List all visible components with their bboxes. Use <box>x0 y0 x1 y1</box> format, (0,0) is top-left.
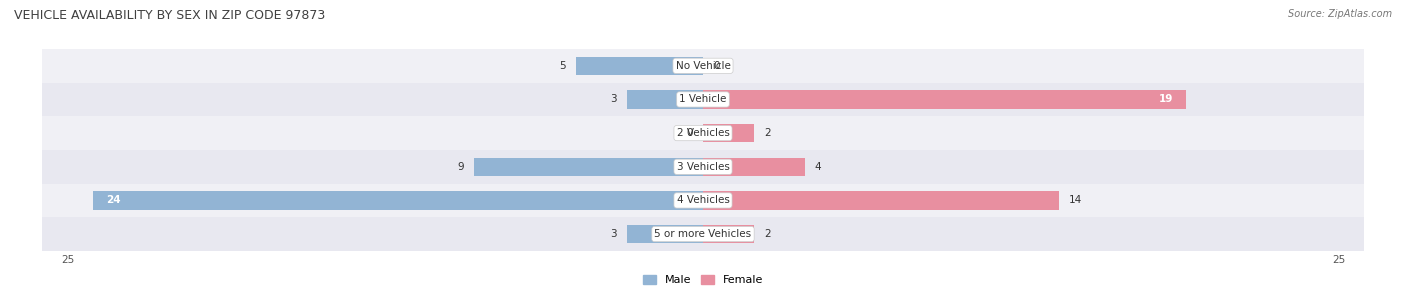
Legend: Male, Female: Male, Female <box>638 271 768 290</box>
Text: Source: ZipAtlas.com: Source: ZipAtlas.com <box>1288 9 1392 19</box>
Text: 2: 2 <box>763 229 770 239</box>
Text: 0: 0 <box>686 128 693 138</box>
Text: No Vehicle: No Vehicle <box>675 61 731 71</box>
Text: 2: 2 <box>763 128 770 138</box>
Bar <box>0 83 1406 116</box>
Text: 3 Vehicles: 3 Vehicles <box>676 162 730 172</box>
Text: 5: 5 <box>560 61 565 71</box>
Text: 4 Vehicles: 4 Vehicles <box>676 196 730 205</box>
Text: 4: 4 <box>815 162 821 172</box>
Text: 19: 19 <box>1159 95 1173 104</box>
Text: 24: 24 <box>105 196 121 205</box>
Text: VEHICLE AVAILABILITY BY SEX IN ZIP CODE 97873: VEHICLE AVAILABILITY BY SEX IN ZIP CODE … <box>14 9 325 22</box>
Bar <box>0 184 1406 217</box>
Bar <box>0 49 1406 83</box>
Text: 9: 9 <box>457 162 464 172</box>
Text: 2 Vehicles: 2 Vehicles <box>676 128 730 138</box>
Bar <box>703 90 1185 109</box>
Text: 14: 14 <box>1069 196 1083 205</box>
Bar <box>703 225 754 243</box>
Text: 3: 3 <box>610 229 617 239</box>
Text: 5 or more Vehicles: 5 or more Vehicles <box>654 229 752 239</box>
Bar <box>0 217 1406 251</box>
Bar <box>0 150 1406 184</box>
Bar <box>93 191 703 210</box>
Text: 0: 0 <box>713 61 720 71</box>
Bar <box>474 158 703 176</box>
Bar <box>576 57 703 75</box>
Bar <box>703 158 804 176</box>
Text: 3: 3 <box>610 95 617 104</box>
Bar <box>703 191 1059 210</box>
Bar <box>627 225 703 243</box>
Bar <box>0 116 1406 150</box>
Bar <box>627 90 703 109</box>
Text: 1 Vehicle: 1 Vehicle <box>679 95 727 104</box>
Bar <box>703 124 754 142</box>
